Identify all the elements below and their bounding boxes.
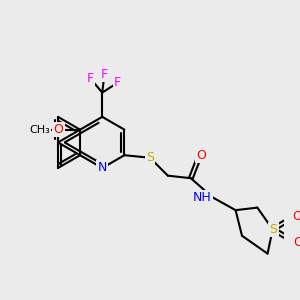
Text: O: O	[292, 210, 300, 223]
Text: F: F	[114, 76, 121, 89]
Text: F: F	[101, 68, 108, 81]
Text: F: F	[87, 72, 94, 85]
Text: O: O	[196, 149, 206, 162]
Text: O: O	[53, 123, 63, 136]
Text: O: O	[294, 236, 300, 249]
Text: NH: NH	[193, 191, 212, 204]
Text: S: S	[270, 223, 278, 236]
Text: S: S	[146, 151, 154, 164]
Text: CH₃: CH₃	[29, 124, 50, 135]
Text: N: N	[98, 161, 107, 175]
